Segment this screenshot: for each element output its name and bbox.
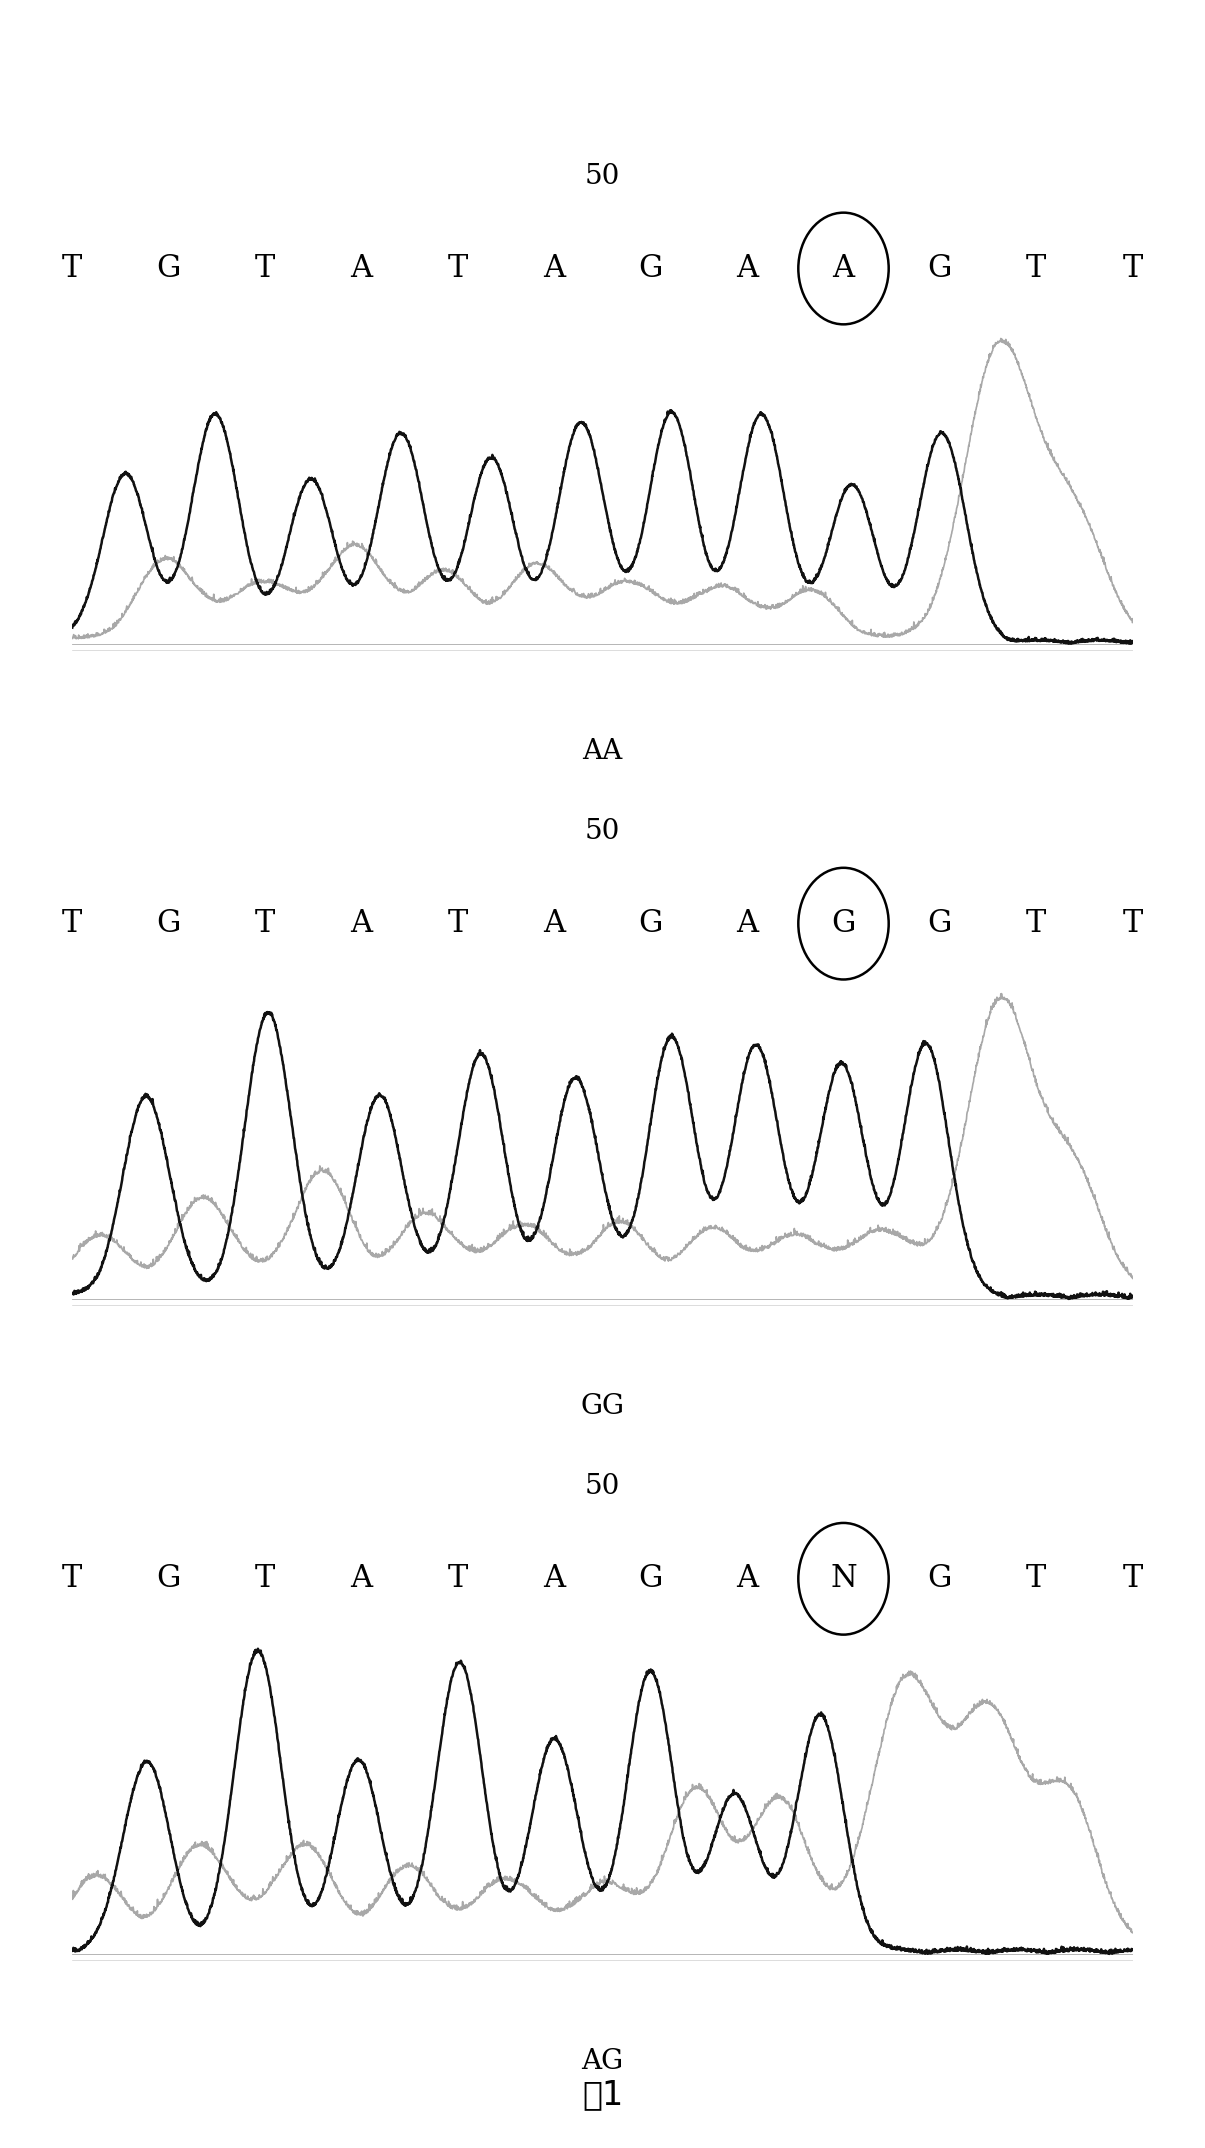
Text: T: T [1123, 1564, 1142, 1594]
Text: G: G [928, 909, 952, 939]
Text: 50: 50 [584, 818, 621, 844]
Text: G: G [639, 1564, 663, 1594]
Text: GG: GG [581, 1392, 624, 1420]
Text: T: T [63, 1564, 82, 1594]
Text: T: T [448, 1564, 468, 1594]
Text: G: G [928, 1564, 952, 1594]
Text: T: T [255, 909, 275, 939]
Text: G: G [157, 253, 181, 284]
Text: T: T [1027, 909, 1046, 939]
Text: A: A [351, 253, 372, 284]
Text: AA: AA [582, 737, 623, 765]
Text: A: A [543, 1564, 565, 1594]
Text: A: A [833, 253, 854, 284]
Text: T: T [448, 909, 468, 939]
Text: A: A [351, 1564, 372, 1594]
Text: T: T [255, 253, 275, 284]
Text: T: T [63, 909, 82, 939]
Text: 图1: 图1 [582, 2077, 623, 2111]
Text: G: G [831, 909, 856, 939]
Text: T: T [1123, 909, 1142, 939]
Text: T: T [1027, 253, 1046, 284]
Text: G: G [639, 253, 663, 284]
Text: 50: 50 [584, 163, 621, 189]
Text: T: T [63, 253, 82, 284]
Text: A: A [543, 253, 565, 284]
Text: A: A [543, 909, 565, 939]
Text: A: A [736, 253, 758, 284]
Text: A: A [736, 909, 758, 939]
Text: T: T [1027, 1564, 1046, 1594]
Text: G: G [639, 909, 663, 939]
Text: 50: 50 [584, 1474, 621, 1499]
Text: T: T [448, 253, 468, 284]
Text: N: N [830, 1564, 857, 1594]
Text: T: T [255, 1564, 275, 1594]
Text: G: G [157, 909, 181, 939]
Text: T: T [1123, 253, 1142, 284]
Text: A: A [351, 909, 372, 939]
Text: G: G [157, 1564, 181, 1594]
Text: AG: AG [582, 2047, 623, 2075]
Text: A: A [736, 1564, 758, 1594]
Text: G: G [928, 253, 952, 284]
